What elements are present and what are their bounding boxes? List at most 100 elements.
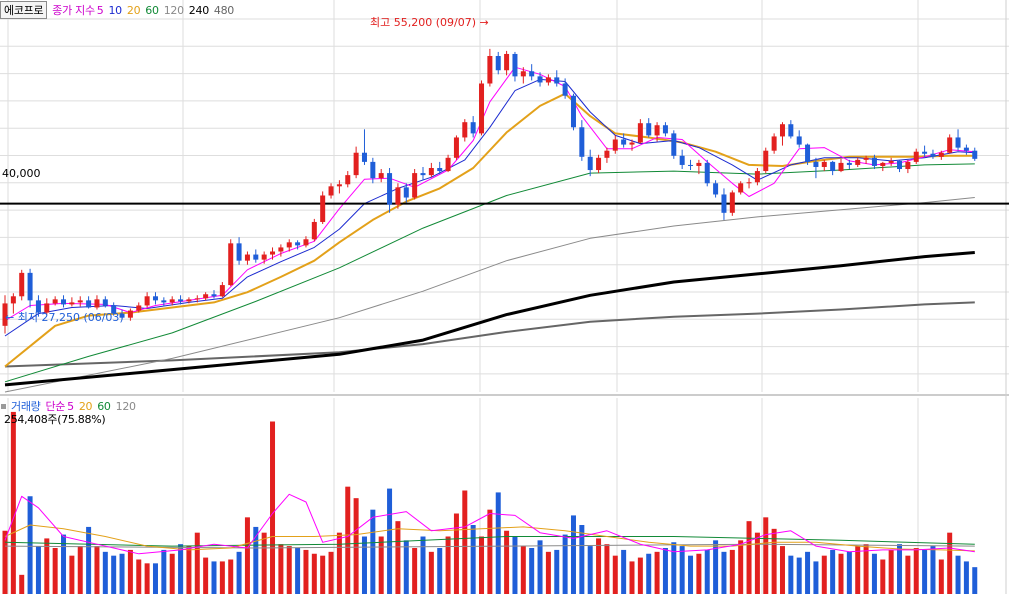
candle-body [370, 161, 376, 179]
volume-bar [77, 546, 83, 594]
volume-bar [236, 551, 242, 594]
candle-body [420, 173, 426, 176]
volume-bar [2, 530, 8, 594]
volume-bar [127, 549, 133, 594]
candle-body [77, 300, 83, 303]
volume-bar [688, 555, 694, 594]
candle-body [637, 123, 643, 143]
volume-bar [261, 532, 267, 594]
candle-body [27, 272, 33, 301]
price-legend-title: 종가 지수 [52, 4, 95, 17]
volume-bar [169, 553, 175, 594]
volume-bar [621, 549, 627, 594]
volume-bar [779, 546, 785, 594]
candle-body [955, 137, 961, 148]
volume-bar [470, 525, 476, 594]
candle-body [487, 56, 493, 84]
volume-bar [554, 549, 560, 594]
volume-bar [311, 553, 317, 594]
candle-body [947, 137, 953, 153]
candle-body [61, 299, 67, 305]
candle-body [186, 299, 192, 302]
volume-bar [579, 525, 585, 594]
candle-body [529, 71, 535, 77]
candle-body [779, 124, 785, 137]
volume-bar [796, 557, 802, 594]
candle-body [144, 296, 150, 306]
volume-bar [938, 559, 944, 594]
volume-bar [696, 553, 702, 594]
candle-body [922, 151, 928, 154]
volume-bar [504, 530, 510, 594]
candle-body [136, 305, 142, 311]
candle-body [412, 173, 418, 198]
candle-body [629, 142, 635, 145]
volume-bar [888, 549, 894, 594]
candle-body [286, 242, 292, 248]
candle-body [169, 299, 175, 303]
candle-body [479, 83, 485, 134]
ma120-line [4, 197, 975, 393]
left-arrow-icon: ← [5, 311, 18, 324]
volume-legend: 거래량 단순 5 20 60 120 [1, 398, 141, 414]
candle-body [763, 150, 769, 172]
volume-bar [35, 546, 41, 594]
candle-body [470, 122, 476, 134]
volume-bar [270, 421, 276, 594]
volume-bar [370, 509, 376, 594]
volume-bar [428, 551, 434, 594]
volume-bar [671, 542, 677, 594]
low-annotation: ← 최저 27,250 (06/03) [5, 309, 124, 325]
candle-body [938, 152, 944, 157]
volume-bar [203, 557, 209, 594]
ma5-label: 5 [96, 3, 104, 17]
volume-ma20-line [4, 524, 975, 552]
volume-bar [713, 540, 719, 594]
candle-body [963, 147, 969, 151]
candle-body [445, 157, 451, 172]
candle-body [44, 303, 50, 313]
volume-bar [830, 549, 836, 594]
volume-bar [913, 548, 919, 594]
volume-bar [846, 551, 852, 594]
candle-body [161, 300, 167, 303]
volume-bar [604, 544, 610, 594]
volume-bar [537, 540, 543, 594]
volume-bar [186, 546, 192, 594]
volume-bar [86, 526, 92, 594]
volume-bar [679, 546, 685, 594]
vma20-label: 20 [78, 399, 93, 413]
candle-body [328, 186, 334, 196]
candle-body [35, 300, 41, 313]
candle-body [562, 83, 568, 96]
candle-body [211, 294, 217, 297]
ticker-label[interactable]: 에코프로 [0, 1, 48, 19]
candle-body [855, 159, 861, 165]
candle-body [796, 136, 802, 145]
volume-bar [152, 563, 158, 594]
candle-body [504, 53, 510, 71]
volume-bar [244, 517, 250, 594]
candle-body [746, 182, 752, 184]
volume-bar [253, 526, 259, 594]
volume-bar [729, 549, 735, 594]
volume-bar [61, 534, 67, 594]
candle-body [696, 162, 702, 166]
volume-bar [219, 561, 225, 594]
volume-bar [721, 551, 727, 594]
volume-bar [704, 549, 710, 594]
volume-bar [286, 546, 292, 594]
volume-bar [545, 551, 551, 594]
candle-body [94, 299, 100, 308]
candle-body [152, 296, 158, 301]
candle-body [437, 168, 443, 172]
volume-bar [930, 546, 936, 594]
candle-body [194, 298, 200, 300]
candle-body [579, 127, 585, 157]
ma5-line [4, 66, 975, 322]
candle-body [646, 123, 652, 136]
volume-bar [596, 538, 602, 594]
volume-bar [871, 553, 877, 594]
volume-legend-subtitle: 단순 [45, 400, 66, 413]
volume-bar [52, 548, 58, 594]
